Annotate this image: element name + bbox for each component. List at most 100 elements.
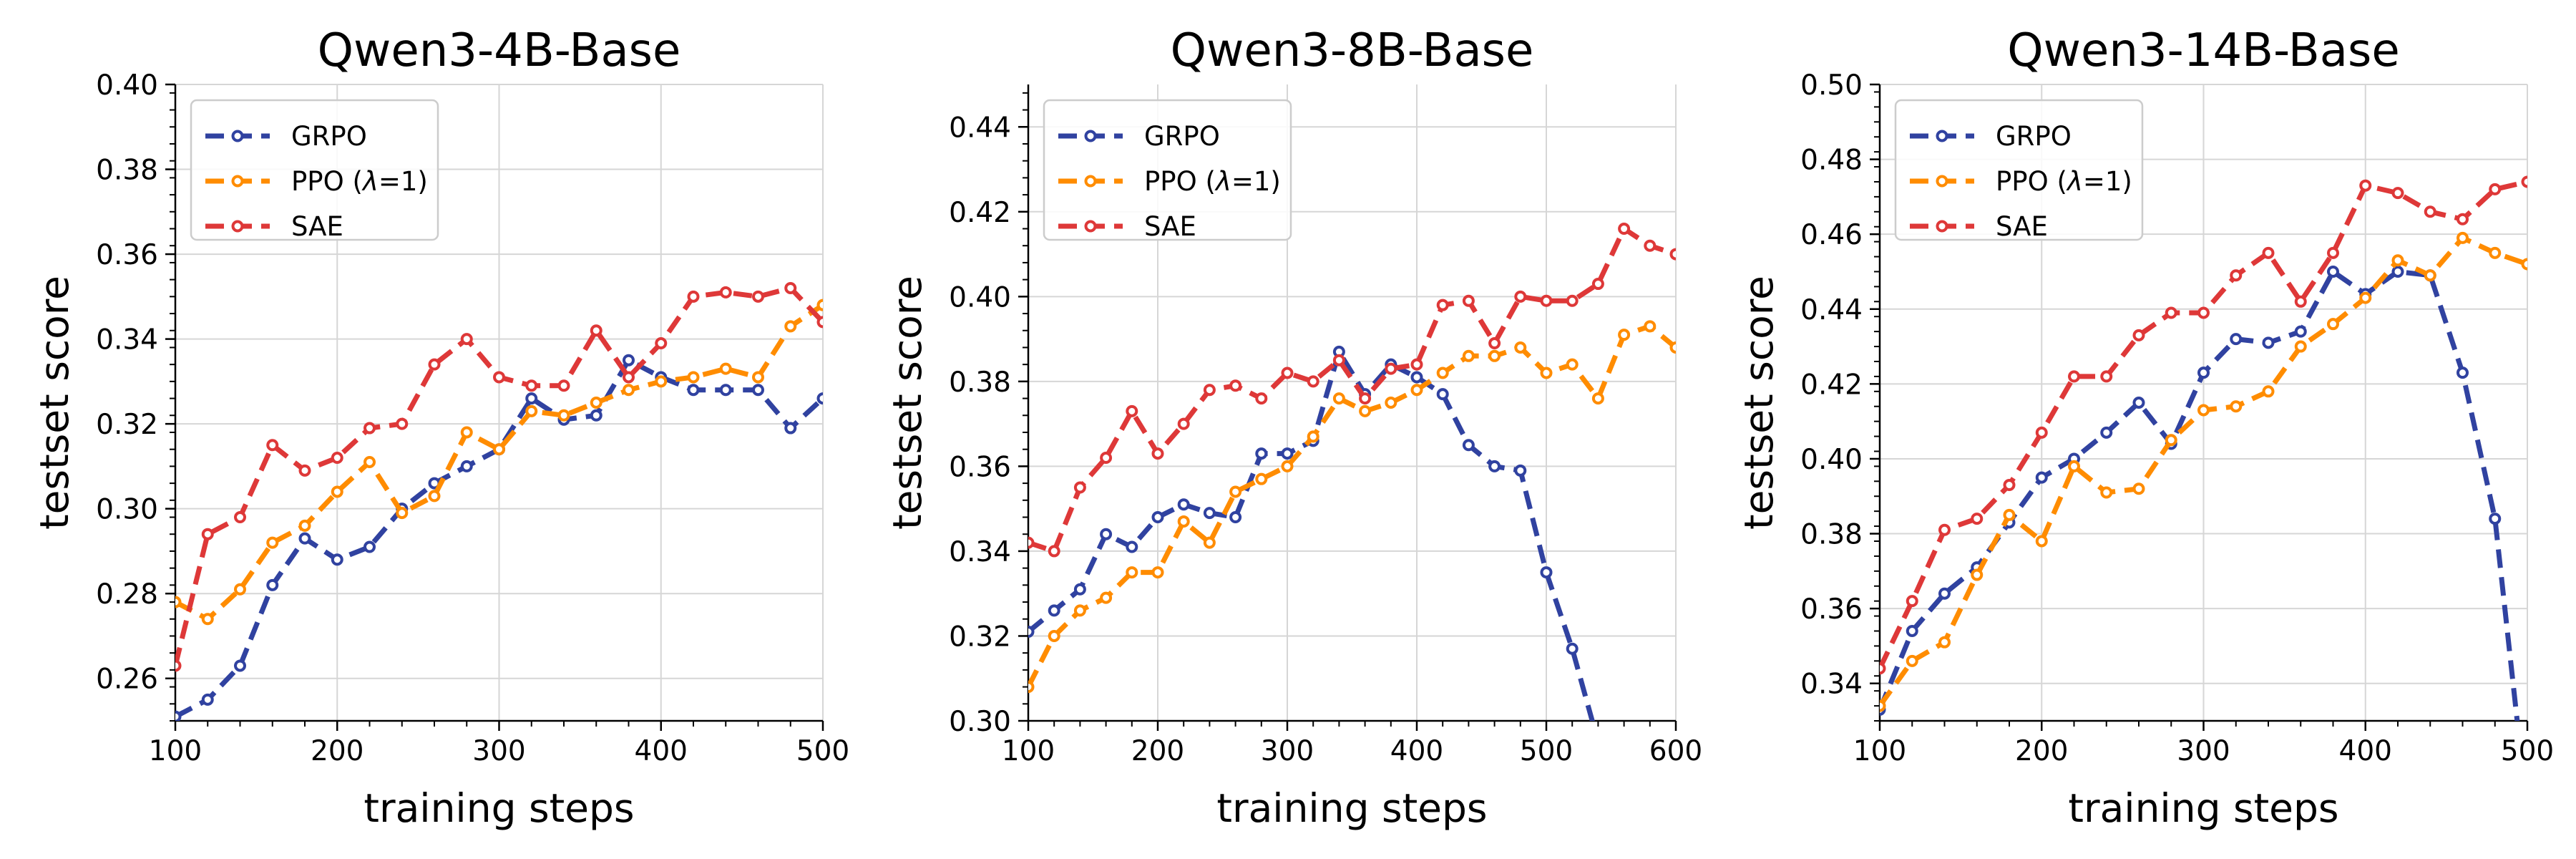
y-tick-label: 0.34: [949, 536, 1011, 568]
x-tick-label: 400: [2339, 735, 2392, 767]
legend-label: SAE: [291, 211, 343, 242]
data-point-sae: [175, 659, 182, 672]
legend-item-grpo: GRPO: [1910, 121, 2072, 152]
data-point-sae: [719, 286, 732, 299]
data-point-grpo: [816, 392, 823, 405]
data-point-ppo: [2489, 246, 2502, 259]
data-point-ppo: [1436, 367, 1449, 379]
y-tick-label: 0.32: [96, 409, 158, 441]
data-point-sae: [1971, 513, 1984, 525]
data-point-grpo: [2132, 397, 2145, 409]
data-point-sae: [2262, 246, 2275, 259]
legend-label: GRPO: [1996, 121, 2072, 152]
data-point-sae: [1566, 294, 1579, 307]
data-point-sae: [266, 439, 279, 452]
y-axis-label: testset score: [884, 276, 930, 530]
data-point-sae: [525, 379, 538, 392]
data-point-sae: [1126, 404, 1138, 417]
data-point-sae: [2457, 213, 2469, 225]
legend-label: PPO (λ=1): [1144, 166, 1281, 197]
data-point-ppo: [1100, 591, 1113, 604]
data-point-grpo: [2489, 513, 2502, 525]
chart-panel-1: 100 200 300 400 500 0.26 0.28 0.30 0.32 0.34 0.36 0…: [31, 24, 849, 831]
plot-area: [1880, 175, 2527, 721]
x-tick-label: 100: [149, 735, 202, 767]
plot-area: [1028, 223, 1676, 721]
data-point-ppo: [1255, 472, 1268, 485]
data-point-grpo: [719, 384, 732, 397]
data-point-sae: [2003, 479, 2016, 492]
data-point-grpo: [1203, 507, 1216, 520]
legend-label: GRPO: [291, 121, 367, 152]
data-point-grpo: [364, 540, 376, 553]
y-tick-label: 0.50: [1800, 69, 1863, 102]
legend-frame: [190, 99, 439, 241]
data-point-sae: [2521, 175, 2527, 188]
x-tick-label: 100: [1002, 735, 1055, 767]
data-point-grpo: [2262, 336, 2275, 349]
data-point-sae: [1359, 392, 1372, 405]
data-point-ppo: [266, 536, 279, 549]
y-tick-label: 0.48: [1800, 145, 1863, 177]
legend-item-grpo: GRPO: [205, 121, 367, 152]
data-point-sae: [1028, 536, 1035, 549]
series-line-ppo: [175, 303, 823, 622]
data-point-sae: [298, 464, 311, 477]
data-point-grpo: [1514, 464, 1527, 477]
series-sae: [175, 281, 823, 672]
data-point-ppo: [175, 596, 182, 608]
data-point-ppo: [816, 299, 823, 311]
legend-label: SAE: [1144, 211, 1196, 242]
data-point-ppo: [1488, 349, 1501, 362]
data-point-grpo: [1410, 371, 1423, 384]
data-point-ppo: [396, 507, 409, 520]
data-point-sae: [590, 324, 602, 337]
x-axis-label: training steps: [1216, 785, 1487, 831]
data-point-ppo: [2165, 434, 2177, 447]
legend-swatch-marker: [1084, 220, 1097, 233]
data-point-ppo: [1880, 699, 1886, 712]
data-point-sae: [1151, 447, 1164, 460]
data-point-ppo: [1028, 681, 1035, 694]
data-point-sae: [1410, 358, 1423, 371]
y-tick-label: 0.28: [96, 578, 158, 611]
legend-frame: [1894, 99, 2144, 241]
data-point-sae: [1100, 452, 1113, 465]
data-point-ppo: [752, 371, 764, 384]
y-tick-label: 0.44: [949, 112, 1011, 144]
series-ppo: [1880, 231, 2527, 712]
y-tick-label: 0.42: [949, 197, 1011, 229]
x-tick-label: 500: [2501, 735, 2554, 767]
data-point-grpo: [2197, 367, 2210, 379]
legend-item-ppo: PPO (λ=1): [1910, 166, 2132, 197]
data-point-ppo: [298, 519, 311, 532]
y-tick-label: 0.38: [96, 155, 158, 187]
legend-label: SAE: [1996, 211, 2048, 242]
data-point-ppo: [2035, 535, 2048, 548]
data-point-sae: [1488, 337, 1501, 350]
data-point-grpo: [1281, 447, 1294, 460]
data-point-grpo: [1566, 642, 1579, 655]
data-point-grpo: [1100, 528, 1113, 540]
y-tick-label: 0.38: [949, 367, 1011, 399]
x-tick-label: 400: [635, 735, 688, 767]
data-point-ppo: [2457, 231, 2469, 244]
data-point-sae: [2391, 187, 2404, 200]
legend-swatch-marker: [231, 130, 244, 142]
legend-item-sae: SAE: [1910, 211, 2048, 242]
data-point-grpo: [1126, 540, 1138, 553]
data-point-ppo: [1591, 392, 1604, 405]
data-point-sae: [1229, 379, 1242, 392]
data-point-sae: [784, 281, 797, 294]
data-point-sae: [1255, 392, 1268, 405]
data-point-sae: [1385, 362, 1397, 375]
data-point-ppo: [1462, 349, 1475, 362]
data-point-ppo: [1644, 320, 1657, 333]
data-point-grpo: [752, 384, 764, 397]
y-tick-label: 0.34: [1800, 669, 1863, 701]
y-tick-label: 0.40: [96, 69, 158, 102]
data-point-sae: [331, 452, 343, 465]
legend-label: PPO (λ=1): [291, 166, 428, 197]
data-point-ppo: [2132, 482, 2145, 495]
